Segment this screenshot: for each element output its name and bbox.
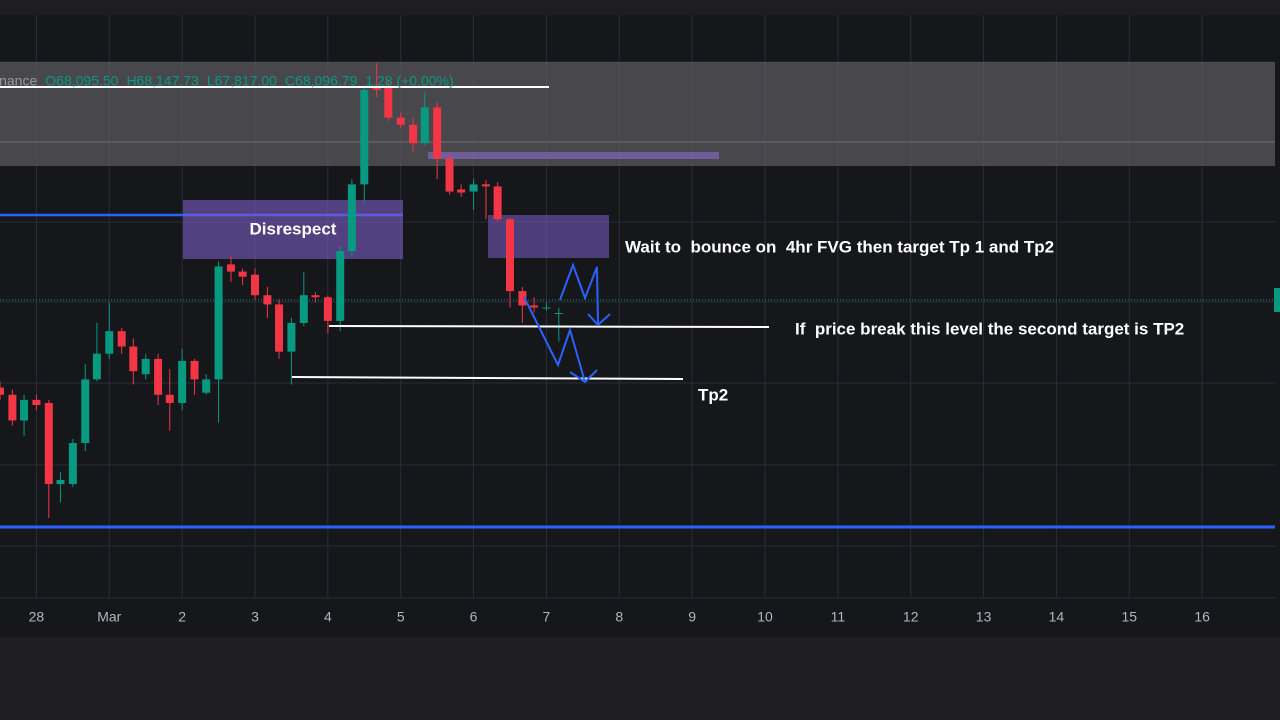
candle-body <box>275 304 284 352</box>
candle-body <box>117 331 126 347</box>
x-tick-label: 10 <box>757 609 773 625</box>
candle-body <box>214 266 223 380</box>
candle-body <box>202 379 211 393</box>
candle-body <box>542 307 551 309</box>
ohlc-legend: inance O68,095.50 H68,147.73 L67,817.00 C68,… <box>0 73 454 89</box>
x-tick-label: 4 <box>324 609 332 625</box>
annotation: Disrespect <box>250 219 337 238</box>
annotation: Tp2 <box>698 385 728 404</box>
x-tick-label: 2 <box>178 609 186 625</box>
x-tick-label: 12 <box>903 609 919 625</box>
legend-text: L67,817.00 <box>207 73 277 89</box>
legend-text: H68,147.73 <box>126 73 199 89</box>
x-tick-label: 8 <box>615 609 623 625</box>
candle-body <box>287 322 296 352</box>
candle-body <box>299 295 308 323</box>
candle-body <box>311 295 320 298</box>
candle-body <box>154 358 163 395</box>
legend-text: C68,096.79 <box>285 73 358 89</box>
x-tick-label: 13 <box>976 609 992 625</box>
x-tick-label: 15 <box>1121 609 1137 625</box>
x-tick-label: 16 <box>1194 609 1210 625</box>
candle-body <box>68 443 77 485</box>
candle-body <box>32 399 41 406</box>
candle-body <box>190 360 199 380</box>
candle-body <box>457 189 466 193</box>
level-line <box>328 325 770 328</box>
candle-body <box>263 295 272 305</box>
candle-body <box>554 312 563 314</box>
candle-body <box>347 184 356 252</box>
candle-body <box>433 107 442 159</box>
candle-body <box>493 186 502 220</box>
candle-body <box>360 89 369 185</box>
candle-body <box>530 305 539 308</box>
candle-body <box>384 87 393 118</box>
x-tick-label: 9 <box>688 609 696 625</box>
candle-body <box>20 399 29 421</box>
candle-body <box>396 117 405 125</box>
candle-body <box>226 264 235 272</box>
projection-arrow <box>559 262 599 326</box>
candle-body <box>323 297 332 321</box>
candle-body <box>105 331 114 354</box>
candle-body <box>445 158 454 192</box>
candle-body <box>469 184 478 192</box>
candle-body <box>409 124 418 144</box>
legend-text: 1.28 (+0.00%) <box>365 73 453 89</box>
fvg-box <box>183 200 403 259</box>
legend-text: O68,095.50 <box>45 73 118 89</box>
candle-body <box>336 251 345 321</box>
fvg-box <box>428 152 719 159</box>
candle-body <box>251 274 259 296</box>
candle-body <box>56 479 65 485</box>
x-tick-label: 11 <box>831 609 846 625</box>
candle-body <box>141 358 150 375</box>
candle-body <box>92 353 101 380</box>
candle-body <box>481 184 490 187</box>
annotation: If price break this level the second tar… <box>795 319 1184 338</box>
candle-body <box>420 107 429 144</box>
x-tick-label: 3 <box>251 609 259 625</box>
candles <box>0 63 563 518</box>
zone <box>0 62 1275 166</box>
candle-body <box>372 87 381 90</box>
arrow-head <box>587 313 611 327</box>
candle-body <box>518 291 527 306</box>
price-marker <box>1274 288 1280 312</box>
arrow-head <box>569 369 598 384</box>
candle-body <box>506 219 514 292</box>
legend-text: inance <box>0 73 37 89</box>
x-axis-labels: 28 Mar 2 3 4 5 6 7 8 9 10 11 12 13 14 15 16 <box>29 609 1211 625</box>
candle-body <box>165 394 174 403</box>
x-tick-label: 14 <box>1049 609 1065 625</box>
candle-body <box>44 402 53 485</box>
level-line <box>291 376 684 380</box>
candle-body <box>238 271 247 277</box>
x-tick-label: 5 <box>397 609 405 625</box>
x-tick-label: 28 <box>29 609 45 625</box>
candle-body <box>0 387 4 395</box>
candle-body <box>129 346 138 372</box>
x-tick-label: Mar <box>97 609 121 625</box>
annotation: Wait to bounce on 4hr FVG then target Tp… <box>625 237 1054 256</box>
candle-body <box>178 360 187 403</box>
x-tick-label: 7 <box>543 609 551 625</box>
candle-body <box>81 379 90 444</box>
x-tick-label: 6 <box>470 609 478 625</box>
projection-arrow <box>523 296 586 383</box>
candle-body <box>8 394 17 421</box>
